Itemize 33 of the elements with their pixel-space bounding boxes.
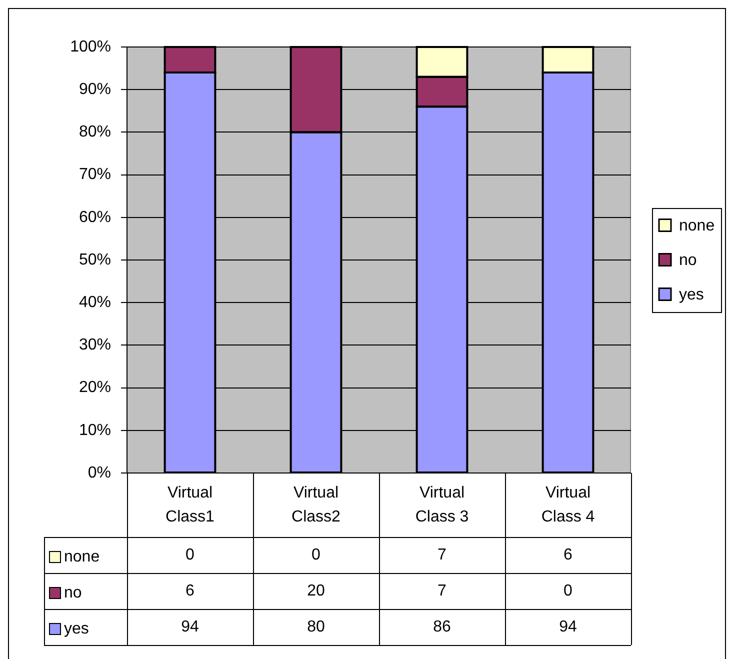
data-label: 94: [559, 618, 577, 636]
x-tick-label: Virtual Class2: [292, 484, 341, 526]
y-tick-label: 40%: [78, 294, 111, 312]
data-label: 7: [438, 546, 447, 564]
y-tick-label: 90%: [78, 81, 111, 98]
y-tick-label: 30%: [78, 336, 111, 354]
legend-label: yes: [679, 286, 704, 304]
data-label: 7: [438, 582, 447, 600]
y-tick-label: 50%: [78, 251, 111, 268]
data-label: 80: [307, 618, 325, 636]
x-tick-label: Virtual Class 4: [541, 484, 595, 526]
y-tick-label: 80%: [78, 124, 111, 141]
x-tick-label: Virtual Class 3: [415, 484, 469, 526]
text: none: [64, 548, 100, 566]
data-label: 20: [307, 582, 325, 600]
data-label: 6: [564, 546, 573, 564]
data-label: 86: [433, 618, 451, 636]
y-tick-label: 0%: [88, 464, 111, 482]
text: yes: [64, 620, 89, 638]
data-label: 0: [186, 546, 195, 564]
legend-label: none: [679, 218, 715, 235]
y-tick-label: 20%: [78, 379, 111, 396]
data-label: 0: [312, 546, 321, 564]
data-label: 6: [186, 582, 195, 600]
text: no: [64, 584, 82, 602]
y-tick-label: 100%: [70, 38, 111, 56]
y-tick-label: 10%: [78, 422, 111, 439]
data-label: 94: [181, 618, 199, 636]
legend-label: no: [679, 252, 697, 270]
y-tick-label: 60%: [78, 208, 111, 226]
x-tick-label: Virtual Class1: [166, 484, 215, 526]
data-label: 0: [564, 582, 573, 600]
y-tick-label: 70%: [78, 166, 111, 184]
